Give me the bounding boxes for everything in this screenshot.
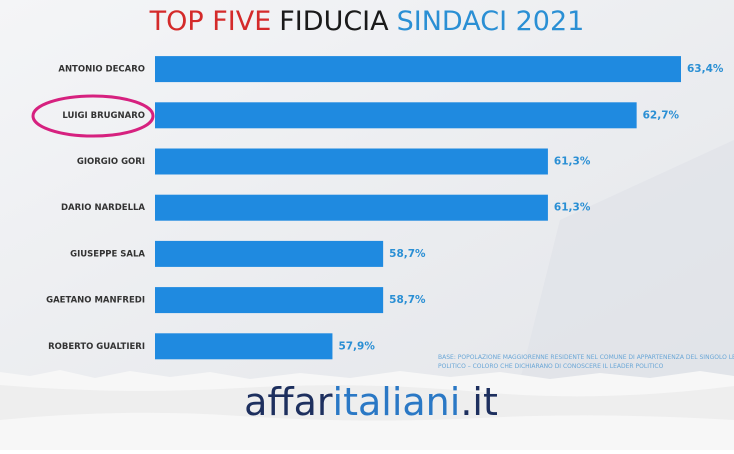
data-label: 61,3%	[554, 202, 591, 214]
logo-part: italiani	[333, 380, 461, 424]
bar	[155, 102, 637, 129]
y-tick-label: ROBERTO GUALTIERI	[48, 342, 145, 352]
bar	[155, 148, 548, 175]
logo-part: .it	[460, 380, 498, 424]
y-tick-label: GIUSEPPE SALA	[70, 249, 145, 259]
y-tick-label: LUIGI BRUGNARO	[62, 111, 145, 121]
plot: ANTONIO DECARO 63,4% LUIGI BRUGNARO 62,7% GI…	[46, 56, 724, 360]
chart-title: TOP FIVE FIDUCIA SINDACI 2021	[149, 6, 585, 37]
paper-texture	[0, 385, 734, 421]
y-tick-label: GAETANO MANFREDI	[46, 296, 145, 306]
data-label: 58,7%	[389, 248, 426, 260]
y-tick-label: ANTONIO DECARO	[58, 65, 145, 75]
title-part: SINDACI 2021	[397, 6, 585, 37]
logo: affaritaliani.it	[244, 380, 498, 424]
logo-part: affar	[244, 380, 333, 424]
note-line: POLITICO – COLORO CHE DICHIARANO DI CONO…	[438, 363, 664, 370]
bar	[155, 240, 384, 267]
note: BASE: POPOLAZIONE MAGGIORENNE RESIDENTE …	[438, 354, 734, 370]
decoration	[520, 140, 734, 380]
bar	[155, 333, 333, 360]
highlight-ellipse	[31, 94, 155, 138]
data-label: 63,4%	[687, 63, 724, 75]
bar	[155, 287, 384, 314]
data-label: 62,7%	[643, 109, 680, 121]
y-tick-label: GIORGIO GORI	[77, 157, 145, 167]
note-line: BASE: POPOLAZIONE MAGGIORENNE RESIDENTE …	[438, 354, 734, 361]
bar	[155, 56, 681, 83]
data-label: 61,3%	[554, 156, 591, 168]
y-tick-label: DARIO NARDELLA	[61, 203, 145, 213]
title-part: FIDUCIA	[279, 6, 389, 37]
title-part: TOP FIVE	[149, 6, 272, 37]
data-label: 58,7%	[389, 294, 426, 306]
bar	[155, 194, 548, 221]
data-label: 57,9%	[338, 340, 375, 352]
